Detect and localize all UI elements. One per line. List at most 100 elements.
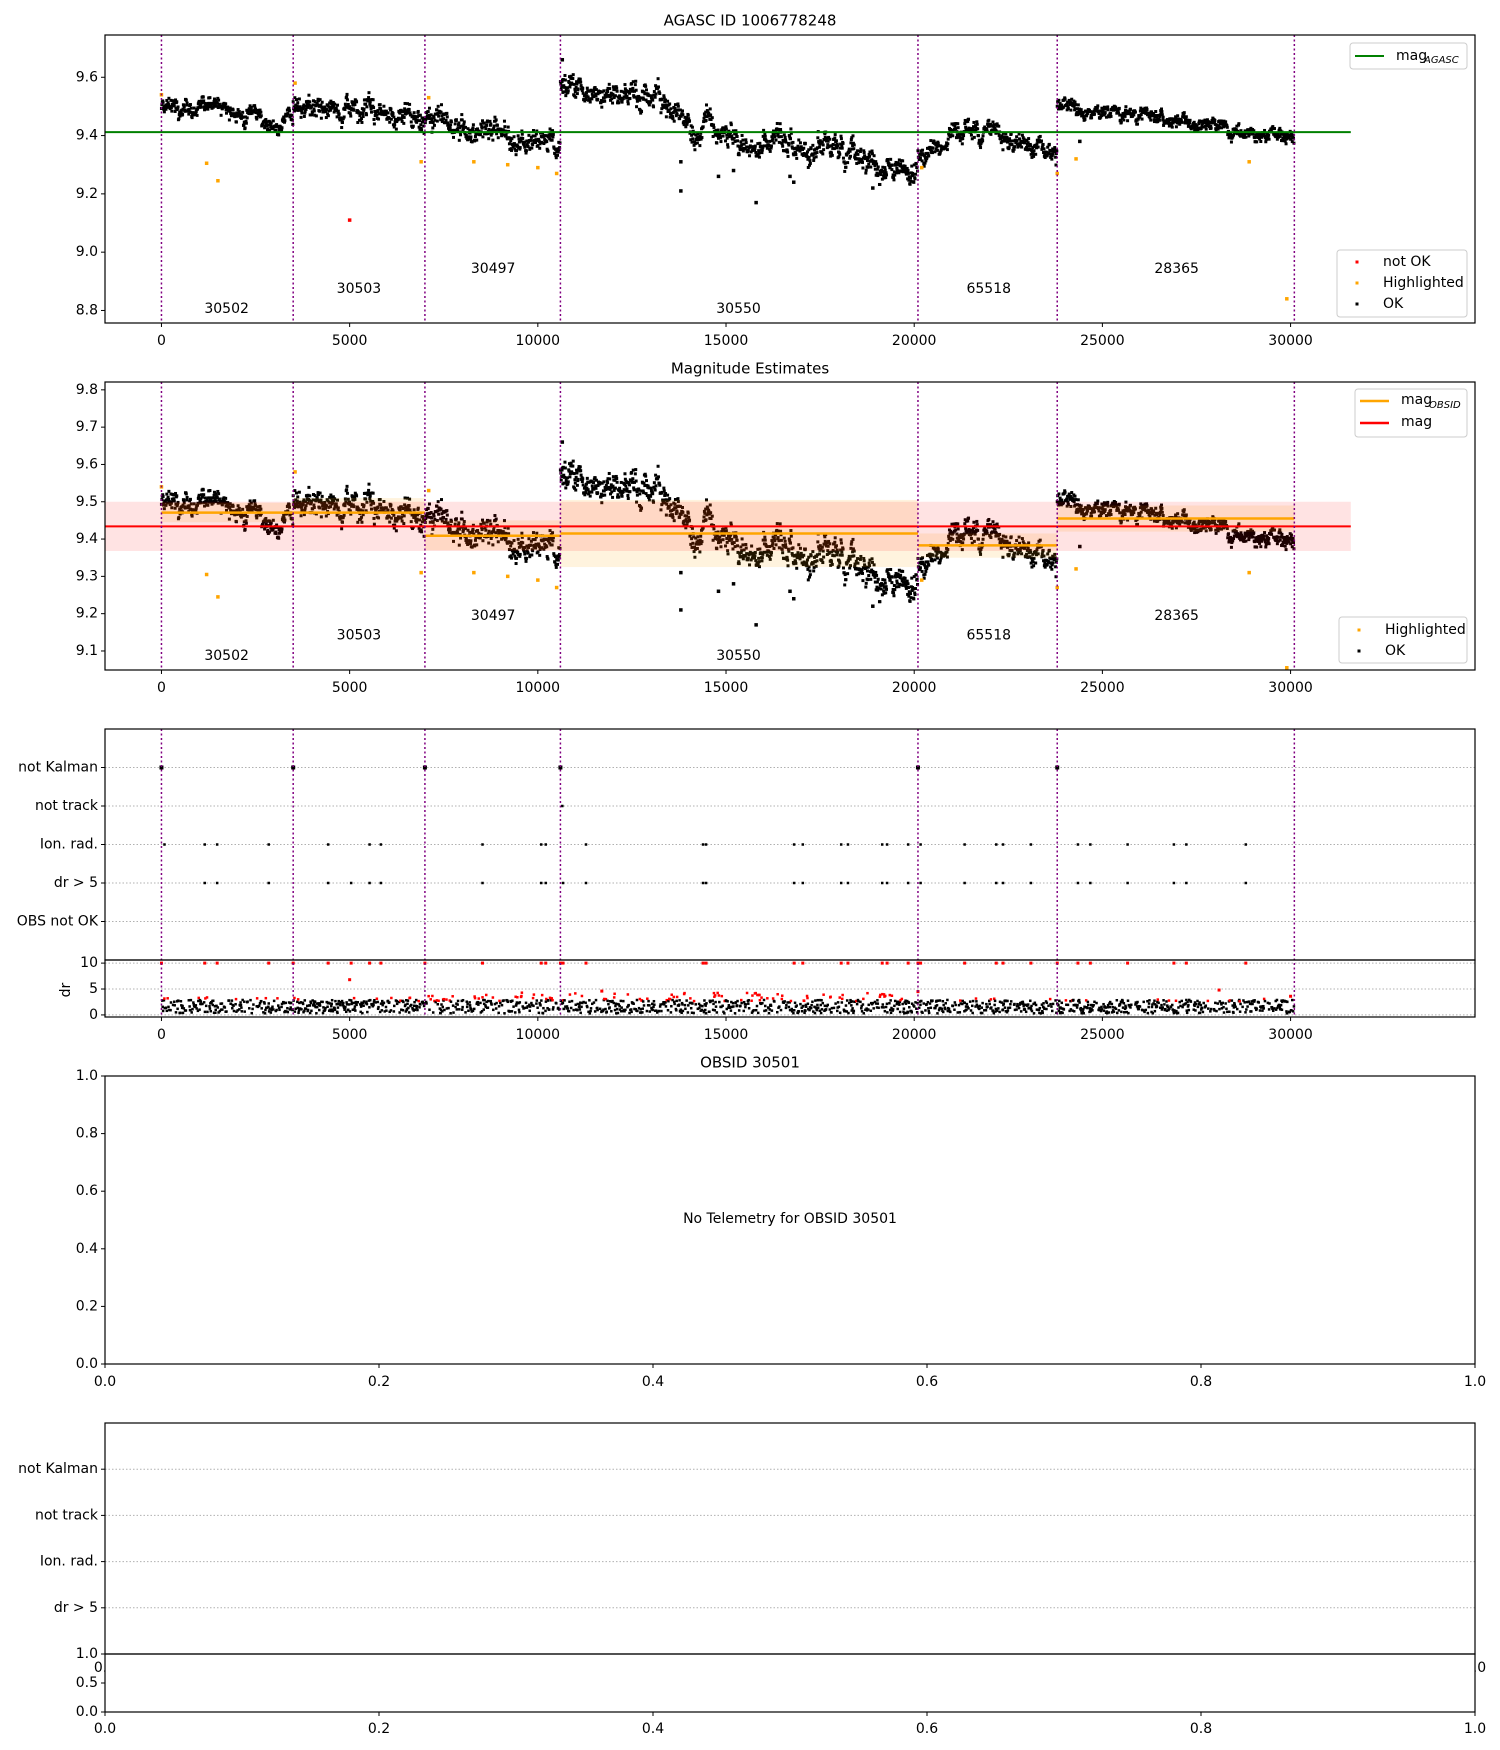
ok-point (715, 534, 719, 538)
ok-point (546, 135, 550, 139)
ok-point (1198, 119, 1202, 123)
ok-point (785, 556, 789, 560)
ok-point (1001, 148, 1005, 152)
ok-point (1193, 129, 1197, 133)
ok-point (321, 504, 325, 508)
ok-point (631, 468, 635, 472)
ok-point (275, 523, 279, 527)
ok-point (241, 115, 245, 119)
ok-point (593, 86, 597, 90)
legend-marker-icon (1355, 281, 1359, 285)
ok-point (935, 551, 939, 555)
ok-point (282, 516, 286, 520)
ok-point (980, 545, 984, 549)
ok-point (809, 554, 813, 558)
ok-point (601, 493, 605, 497)
ok-point (861, 579, 865, 583)
ok-point (913, 587, 917, 591)
ok-point (673, 106, 677, 110)
ok-point (916, 149, 920, 153)
ok-point (611, 101, 615, 105)
ok-point (516, 144, 520, 148)
ok-point (360, 503, 364, 507)
ok-point (473, 538, 477, 542)
ok-point (1044, 150, 1048, 154)
ok-point (244, 119, 248, 123)
ok-point (849, 154, 853, 158)
ok-point (827, 539, 831, 543)
ok-point (350, 495, 354, 499)
ok-point (211, 101, 215, 105)
ok-point (660, 490, 664, 494)
ok-point (1184, 115, 1188, 119)
ok-point (736, 550, 740, 554)
ok-point (697, 542, 701, 546)
ok-point (1008, 142, 1012, 146)
ok-point (693, 547, 697, 551)
ok-point (444, 121, 448, 125)
ok-point (869, 577, 873, 581)
ok-point (1050, 157, 1054, 161)
ok-point (927, 563, 931, 567)
ok-point (252, 110, 256, 114)
ok-point (753, 551, 757, 555)
ok-point (1112, 108, 1116, 112)
ok-point (1168, 118, 1172, 122)
ok-point (1012, 147, 1016, 151)
ok-point (608, 492, 612, 496)
ok-point (759, 145, 763, 149)
ok-point (784, 138, 788, 142)
ok-point (777, 140, 781, 144)
ok-point (665, 106, 669, 110)
ok-point (606, 90, 610, 94)
ok-point (663, 100, 667, 104)
ok-point (757, 151, 761, 155)
ok-point (1109, 111, 1113, 115)
ok-point (301, 106, 305, 110)
ok-point (382, 500, 386, 504)
ok-point (954, 127, 958, 131)
ok-point (1121, 116, 1125, 120)
ok-point (894, 171, 898, 175)
ok-point (1229, 140, 1233, 144)
ok-point (243, 527, 247, 531)
ok-point (293, 505, 297, 509)
ok-point (409, 520, 413, 524)
ok-point (1271, 125, 1275, 129)
ok-point (445, 115, 449, 119)
ok-point (422, 534, 426, 538)
ok-point (768, 149, 772, 153)
ok-point (1182, 112, 1186, 116)
ok-point (899, 169, 903, 173)
ok-point (730, 537, 734, 541)
ok-point (217, 98, 221, 102)
ok-point (386, 508, 390, 512)
ok-point (290, 114, 294, 118)
ok-point (300, 508, 304, 512)
ok-point (344, 500, 348, 504)
ok-point (563, 460, 567, 464)
ok-point (677, 108, 681, 112)
ok-point (1173, 120, 1177, 124)
ok-point (827, 144, 831, 148)
ok-point (647, 103, 651, 107)
ok-point (913, 177, 917, 181)
ok-point (453, 531, 457, 535)
ok-point (826, 143, 830, 147)
ok-point (692, 143, 696, 147)
ok-point (911, 173, 915, 177)
ok-point (873, 575, 877, 579)
ok-point (753, 556, 757, 560)
ok-point (602, 96, 606, 100)
ok-point (1051, 561, 1055, 565)
ok-point (200, 99, 204, 103)
ok-point (189, 502, 193, 506)
ok-point (1047, 152, 1051, 156)
ok-point (231, 504, 235, 508)
ok-point (277, 536, 281, 540)
ok-point (323, 110, 327, 114)
ok-point (1025, 146, 1029, 150)
ok-point (817, 545, 821, 549)
ok-point (739, 140, 743, 144)
ok-point (865, 156, 869, 160)
